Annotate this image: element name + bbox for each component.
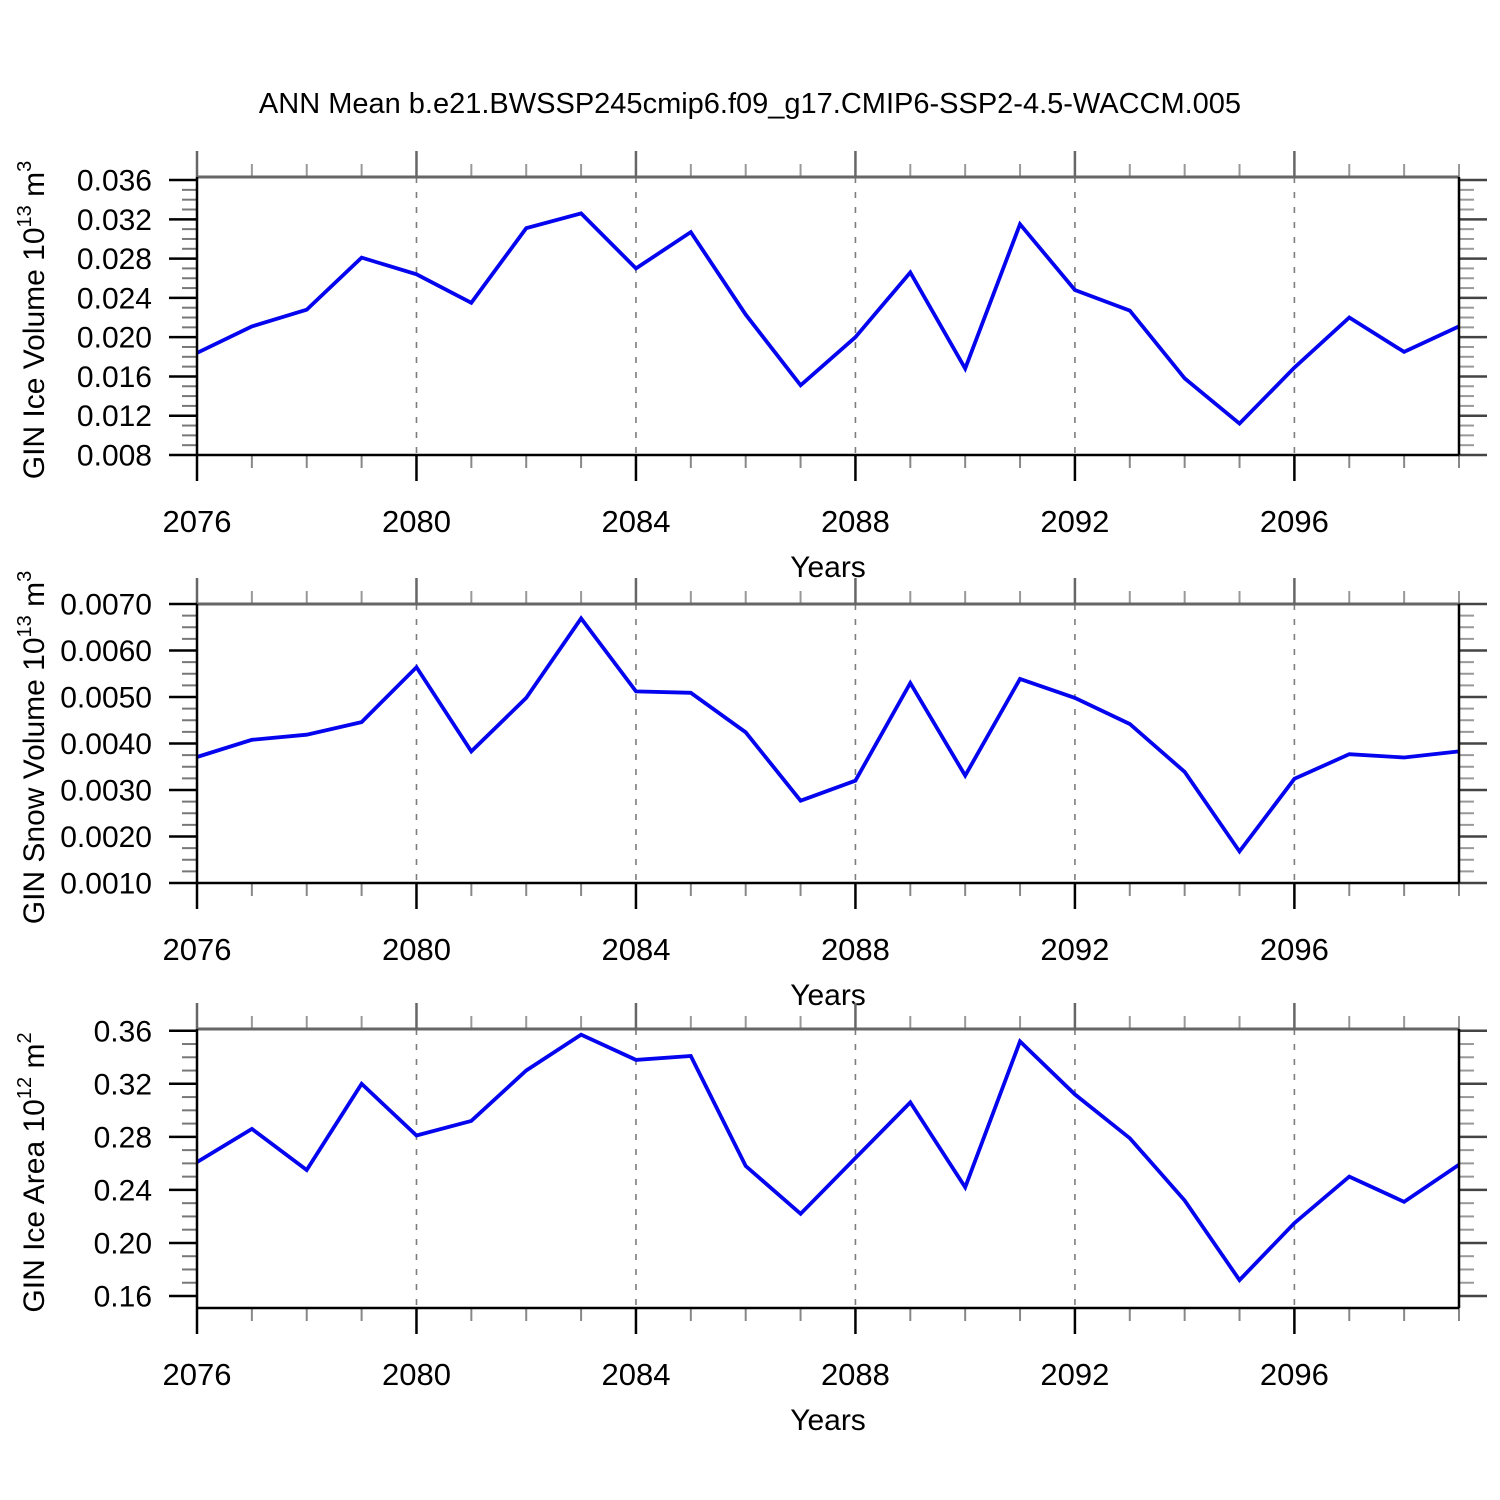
x-tick-label: 2096 <box>1260 932 1329 967</box>
y-axis-title: GIN Snow Volume 1013 m3 <box>14 571 51 925</box>
y-tick-label: 0.16 <box>94 1280 152 1313</box>
chart-snow-volume: 0.0010 0.0020 0.0030 0.0040 0.0050 0.0060 0.00… <box>14 571 1487 1012</box>
x-tick-label: 2076 <box>163 1357 232 1392</box>
x-tick-label: 2088 <box>821 1357 890 1392</box>
x-tick-label: 2076 <box>163 504 232 539</box>
x-tick-label: 2092 <box>1040 504 1109 539</box>
y-tick-label: 0.016 <box>77 361 152 394</box>
x-axis-title: Years <box>790 551 866 584</box>
chart-ice-volume: 0.008 0.012 0.016 0.020 0.024 0.028 0.032 0.036… <box>14 151 1487 584</box>
x-tick-label: 2092 <box>1040 932 1109 967</box>
y-tick-label: 0.0020 <box>60 821 152 854</box>
y-tick-label: 0.020 <box>77 322 152 355</box>
y-tick-label: 0.0060 <box>60 635 152 668</box>
x-tick-label: 2096 <box>1260 1357 1329 1392</box>
x-axis-title: Years <box>790 1404 866 1437</box>
y-tick-label: 0.0010 <box>60 868 152 901</box>
y-tick-label: 0.0040 <box>60 728 152 761</box>
y-tick-label: 0.0050 <box>60 682 152 715</box>
y-tick-label: 0.32 <box>94 1068 152 1101</box>
figure-title: ANN Mean b.e21.BWSSP245cmip6.f09_g17.CMI… <box>258 88 1242 120</box>
y-tick-label: 0.012 <box>77 400 152 433</box>
y-tick-label: 0.024 <box>77 282 152 315</box>
x-tick-label: 2080 <box>382 1357 451 1392</box>
y-tick-label: 0.036 <box>77 165 152 198</box>
y-tick-label: 0.36 <box>94 1015 152 1048</box>
y-tick-label: 0.0030 <box>60 775 152 808</box>
snow-volume-line <box>196 615 1460 855</box>
y-tick-label: 0.008 <box>77 440 152 473</box>
y-tick-label: 0.028 <box>77 243 152 276</box>
y-tick-label: 0.032 <box>77 204 152 237</box>
x-tick-label: 2080 <box>382 932 451 967</box>
y-axis-title: GIN Ice Volume 1013 m3 <box>14 161 51 480</box>
y-tick-label: 0.0070 <box>60 589 152 622</box>
chart-ice-area: 0.16 0.20 0.24 0.28 0.32 0.36 2076 2080 2084 2088… <box>14 1003 1487 1437</box>
y-tick-label: 0.28 <box>94 1121 152 1154</box>
x-tick-label: 2096 <box>1260 504 1329 539</box>
x-tick-label: 2076 <box>163 932 232 967</box>
x-tick-label: 2088 <box>821 504 890 539</box>
x-tick-label: 2084 <box>601 932 670 967</box>
y-tick-label: 0.20 <box>94 1227 152 1260</box>
x-tick-label: 2088 <box>821 932 890 967</box>
x-tick-label: 2080 <box>382 504 451 539</box>
y-axis-title: GIN Ice Area 1012 m2 <box>14 1032 51 1312</box>
x-axis-title: Years <box>790 979 866 1012</box>
ice-volume-line <box>196 211 1460 427</box>
x-tick-label: 2092 <box>1040 1357 1109 1392</box>
y-tick-label: 0.24 <box>94 1174 152 1207</box>
x-tick-label: 2084 <box>601 504 670 539</box>
ice-area-line <box>196 1032 1461 1284</box>
x-tick-label: 2084 <box>601 1357 670 1392</box>
